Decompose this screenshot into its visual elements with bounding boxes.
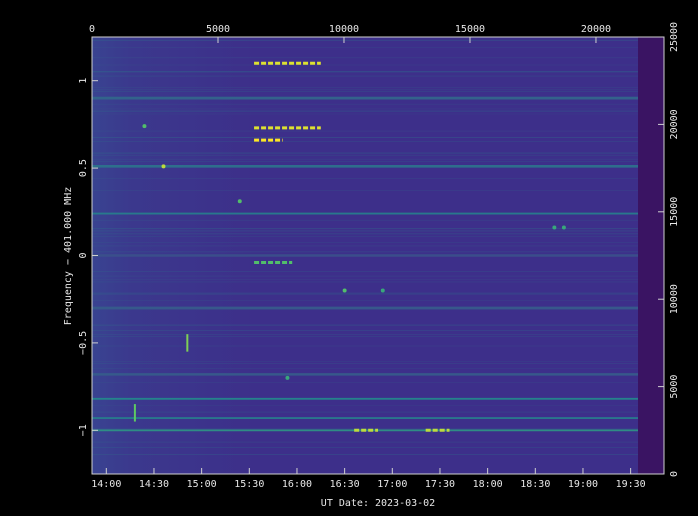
x-tick-label: 17:30 bbox=[425, 479, 455, 490]
right-tick-label: 5000 bbox=[669, 375, 680, 399]
y-axis-label: Frequency − 401.000 MHz bbox=[63, 187, 74, 325]
y-tick-label: −0.5 bbox=[78, 331, 89, 355]
no-data-region bbox=[638, 37, 664, 474]
right-tick-label: 0 bbox=[669, 471, 680, 477]
x-tick-label: 18:30 bbox=[520, 479, 550, 490]
y-tick-label: 0 bbox=[78, 252, 89, 258]
x-tick-label: 19:00 bbox=[568, 479, 598, 490]
top-tick-label: 10000 bbox=[329, 24, 359, 35]
x-tick-label: 18:00 bbox=[473, 479, 503, 490]
signal-point bbox=[237, 199, 242, 204]
signal-point bbox=[342, 288, 347, 293]
x-tick-label: 14:30 bbox=[139, 479, 169, 490]
y-tick-label: −1 bbox=[78, 424, 89, 436]
x-axis-label: UT Date: 2023-03-02 bbox=[321, 498, 435, 509]
right-tick-label: 15000 bbox=[669, 197, 680, 227]
right-tick-label: 10000 bbox=[669, 284, 680, 314]
signal-point bbox=[561, 225, 566, 230]
top-tick-label: 0 bbox=[89, 24, 95, 35]
y-tick-label: 1 bbox=[78, 78, 89, 84]
right-tick-label: 20000 bbox=[669, 109, 680, 139]
right-tick-label: 25000 bbox=[669, 22, 680, 52]
signal-point bbox=[142, 124, 147, 129]
signal-point bbox=[161, 164, 166, 169]
x-tick-label: 15:30 bbox=[234, 479, 264, 490]
signal-point bbox=[285, 375, 290, 380]
top-tick-label: 5000 bbox=[206, 24, 230, 35]
x-tick-label: 16:30 bbox=[330, 479, 360, 490]
x-tick-label: 16:00 bbox=[282, 479, 312, 490]
x-tick-label: 14:00 bbox=[91, 479, 121, 490]
x-tick-label: 17:00 bbox=[377, 479, 407, 490]
signal-point bbox=[552, 225, 557, 230]
x-tick-label: 15:00 bbox=[187, 479, 217, 490]
top-tick-label: 20000 bbox=[581, 24, 611, 35]
y-tick-label: 0.5 bbox=[78, 159, 89, 177]
x-tick-label: 19:30 bbox=[616, 479, 646, 490]
signal-point bbox=[380, 288, 385, 293]
top-tick-label: 15000 bbox=[455, 24, 485, 35]
